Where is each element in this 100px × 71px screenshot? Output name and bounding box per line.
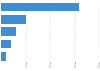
Bar	[1, 3, 79, 11]
Bar	[1, 15, 26, 24]
Bar	[1, 52, 6, 61]
Bar	[1, 27, 16, 36]
Bar	[1, 40, 11, 48]
